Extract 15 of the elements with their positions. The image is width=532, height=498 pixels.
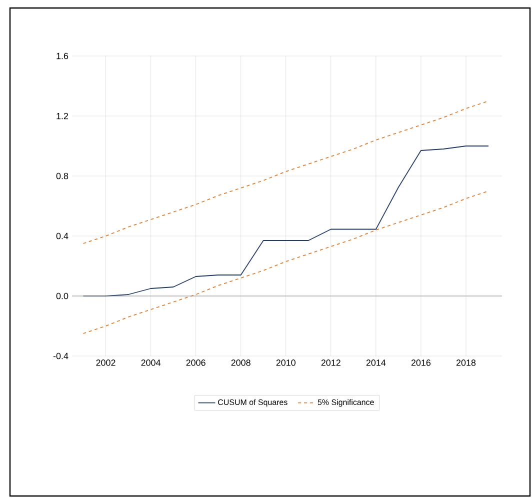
x-tick-label: 2004 bbox=[141, 360, 160, 366]
y-tick-label: 1.2 bbox=[56, 112, 68, 120]
x-tick-label: 2012 bbox=[321, 360, 340, 366]
y-tick-label: 0.0 bbox=[56, 292, 68, 300]
y-tick-label: 0.8 bbox=[56, 172, 68, 180]
x-tick-label: 2016 bbox=[411, 360, 431, 366]
x-tick-label: 2002 bbox=[96, 360, 116, 366]
x-tick-label: 2010 bbox=[276, 360, 296, 366]
x-tick-label: 2008 bbox=[231, 360, 250, 366]
x-tick-label: 2018 bbox=[456, 360, 476, 366]
x-tick-label: 2006 bbox=[186, 360, 206, 366]
y-tick-label: 0.4 bbox=[56, 232, 68, 240]
y-tick-label: -0.4 bbox=[53, 352, 68, 360]
x-tick-label: 2014 bbox=[366, 360, 386, 366]
y-tick-label: 1.6 bbox=[56, 52, 68, 60]
